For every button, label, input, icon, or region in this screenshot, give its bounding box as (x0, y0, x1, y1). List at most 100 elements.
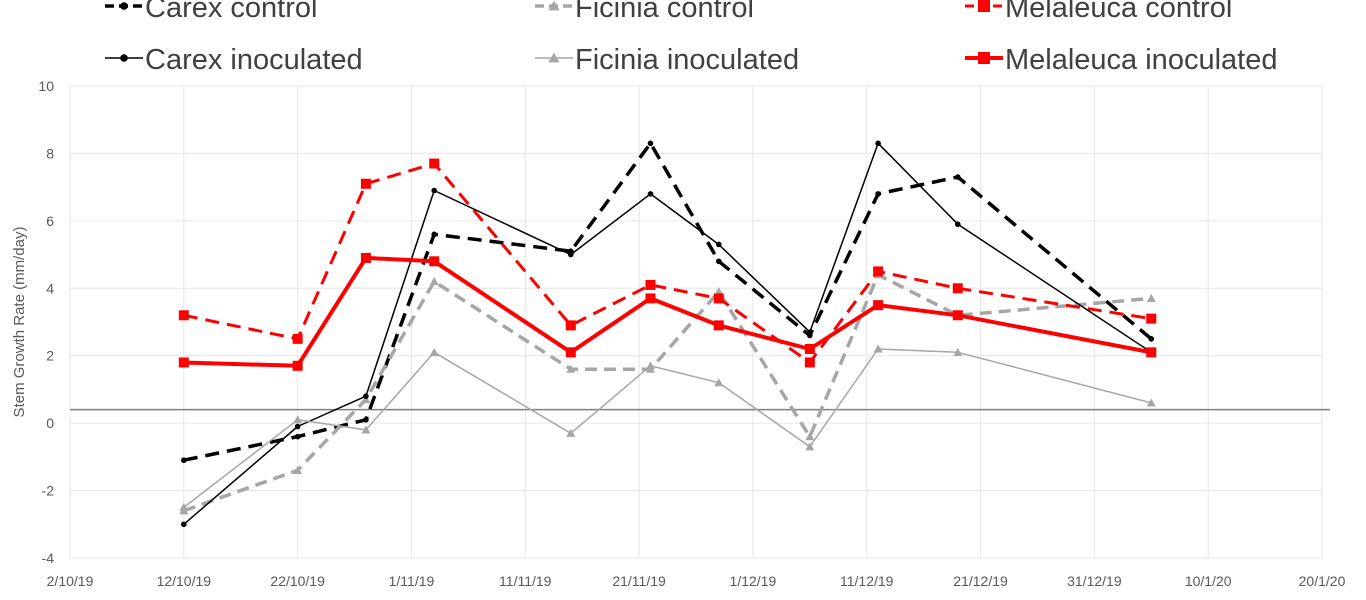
melaleuca-control-legend-marker (978, 0, 990, 12)
y-tick-label: 10 (38, 78, 54, 94)
ficinia-inoculated-point (805, 442, 815, 451)
ficinia-inoculated-point (645, 361, 655, 370)
ficinia-control-line (183, 273, 1152, 513)
melaleuca-control-legend-label: Melaleuca control (1005, 0, 1232, 24)
x-tick-label: 11/12/19 (840, 573, 894, 589)
x-tick-label: 20/1/20 (1299, 573, 1346, 589)
melaleuca-inoculated-point (952, 310, 963, 321)
ficinia-control-point (1146, 293, 1156, 302)
x-tick-label: 21/11/19 (612, 573, 666, 589)
ficinia-control-legend-marker (548, 0, 560, 11)
carex-control-legend-marker (120, 2, 128, 10)
y-tick-label: -2 (42, 483, 55, 499)
carex-control-point (954, 174, 961, 180)
melaleuca-control-point (1146, 313, 1157, 324)
carex-control-point (181, 457, 187, 464)
ficinia-inoculated-point (873, 344, 883, 353)
carex-inoculated-point (807, 329, 813, 335)
ficinia-inoculated-point (714, 378, 724, 387)
x-tick-label: 11/11/19 (499, 573, 552, 589)
legend: Carex control Ficinia control Melaleuca co… (105, 0, 1277, 76)
carex-control-point (715, 258, 722, 265)
ficinia-control-point (714, 287, 724, 296)
melaleuca-inoculated-point (873, 300, 884, 311)
y-tick-label: 0 (46, 415, 54, 431)
ficinia-inoculated-point (953, 347, 963, 356)
melaleuca-inoculated-point (360, 252, 371, 263)
x-tick-label: 12/10/19 (157, 573, 212, 589)
x-axis-ticks: 2/10/19 12/10/19 22/10/19 1/11/19 11/11/19 21… (47, 573, 1346, 589)
carex-inoculated-point (875, 140, 881, 147)
carex-control-legend-label: Carex control (145, 0, 317, 24)
y-axis-ticks: -4 -2 0 2 4 6 8 10 (38, 78, 54, 566)
melaleuca-control-point (565, 320, 576, 331)
carex-inoculated-point (181, 521, 187, 528)
melaleuca-inoculated-point (1146, 347, 1157, 358)
series-lines (183, 141, 1153, 525)
y-tick-label: 4 (46, 280, 54, 296)
melaleuca-control-point (178, 310, 189, 321)
ficinia-inoculated-point (179, 502, 189, 512)
melaleuca-control-point (645, 279, 656, 290)
carex-control-point (363, 416, 369, 423)
y-tick-label: 6 (46, 213, 54, 229)
gridlines (69, 85, 1323, 559)
x-tick-label: 31/12/19 (1067, 573, 1122, 589)
carex-inoculated-point (647, 191, 654, 197)
ficinia-control-legend-label: Ficinia control (575, 0, 754, 24)
ficinia-inoculated-point (1146, 398, 1156, 407)
carex-inoculated-point (363, 393, 369, 399)
carex-control-line (183, 141, 1153, 462)
melaleuca-control-point (360, 178, 371, 189)
ficinia-inoculated-line (183, 348, 1152, 508)
melaleuca-control-point (952, 283, 963, 294)
ficinia-control-point (805, 432, 815, 441)
melaleuca-control-point (429, 158, 440, 169)
y-tick-label: 8 (46, 145, 54, 161)
melaleuca-control-point (804, 357, 815, 368)
ficinia-control-point (566, 364, 576, 373)
carex-inoculated-point (431, 187, 438, 194)
x-tick-label: 1/11/19 (389, 573, 435, 589)
carex-inoculated-point (568, 251, 574, 258)
melaleuca-control-point (873, 266, 884, 277)
carex-inoculated-point (954, 221, 961, 228)
carex-control-point (875, 191, 881, 197)
ficinia-inoculated-legend-label: Ficinia inoculated (575, 44, 799, 76)
ficinia-control-point (429, 277, 439, 286)
y-tick-label: 2 (46, 348, 54, 364)
carex-inoculated-legend-label: Carex inoculated (145, 44, 363, 76)
melaleuca-inoculated-point (713, 320, 724, 331)
melaleuca-inoculated-point (645, 293, 656, 304)
ficinia-inoculated-point (361, 425, 371, 434)
x-tick-label: 1/12/19 (730, 573, 777, 589)
melaleuca-inoculated-legend-marker (978, 52, 990, 64)
carex-inoculated-point (294, 423, 301, 430)
carex-inoculated-line (183, 142, 1152, 525)
ficinia-inoculated-point (566, 428, 576, 437)
carex-control-point (647, 140, 654, 147)
x-tick-label: 10/1/20 (1185, 573, 1232, 589)
melaleuca-inoculated-point (292, 360, 303, 371)
melaleuca-inoculated-point (429, 256, 440, 267)
carex-control-point (431, 231, 438, 238)
melaleuca-inoculated-point (178, 357, 189, 368)
melaleuca-inoculated-point (565, 347, 576, 358)
x-tick-label: 22/10/19 (270, 573, 325, 589)
x-tick-label: 21/12/19 (953, 573, 1008, 589)
y-tick-label: -4 (42, 550, 55, 566)
carex-inoculated-legend-marker (120, 54, 128, 62)
melaleuca-inoculated-legend-label: Melaleuca inoculated (1005, 44, 1277, 76)
ficinia-control-point (361, 395, 371, 404)
melaleuca-inoculated-point (804, 343, 815, 354)
ficinia-control-point (293, 465, 303, 474)
carex-inoculated-point (715, 241, 722, 248)
ficinia-inoculated-legend-marker (548, 52, 560, 63)
carex-control-point (1148, 336, 1155, 342)
melaleuca-control-line (183, 162, 1152, 364)
carex-control-point (294, 433, 301, 440)
ficinia-inoculated-point (429, 347, 439, 356)
x-tick-label: 2/10/19 (47, 573, 94, 589)
ficinia-inoculated-point (293, 415, 303, 424)
